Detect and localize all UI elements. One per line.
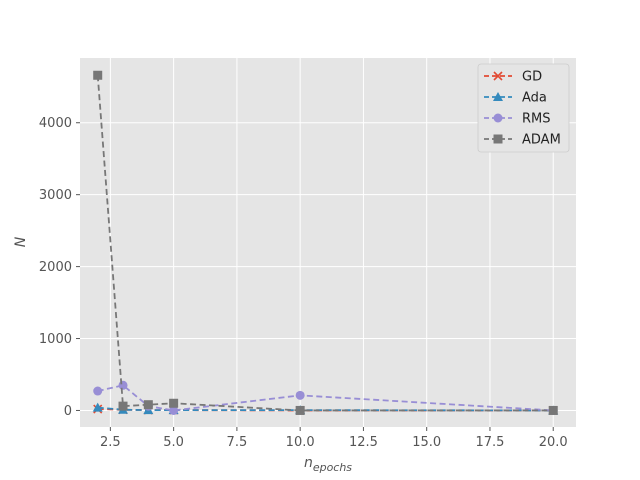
legend-label-ada: Ada	[522, 91, 547, 106]
x-tick-label: 5.0	[163, 435, 184, 450]
legend-marker-rms	[493, 113, 503, 123]
x-axis-ticks: 2.5 5.0 7.5 10.0 12.5 15.0 17.5 20.0	[100, 427, 568, 450]
data-point-adam	[93, 70, 103, 80]
legend-marker-adam	[493, 134, 503, 144]
series-line-adam	[96, 75, 554, 412]
x-tick-label: 2.5	[100, 435, 121, 450]
y-tick-label: 1000	[39, 332, 72, 347]
legend-entry-adam: ADAM	[484, 133, 561, 148]
legend-label-adam: ADAM	[522, 133, 561, 148]
series-layer	[92, 70, 559, 416]
y-tick-label: 0	[64, 404, 72, 419]
y-tick-label: 2000	[39, 260, 72, 275]
series-adam	[93, 70, 558, 415]
data-point-adam	[118, 401, 128, 411]
x-tick-label: 15.0	[412, 435, 441, 450]
y-axis-ticks: 0 1000 2000 3000 4000	[39, 116, 80, 419]
x-tick-label: 20.0	[539, 435, 568, 450]
data-point-ada	[92, 402, 103, 412]
data-point-rms	[118, 380, 128, 390]
data-point-adam	[295, 405, 305, 415]
x-tick-label: 12.5	[349, 435, 378, 450]
data-point-adam	[169, 398, 179, 408]
x-axis-label: nepochs	[304, 455, 352, 474]
data-point-adam	[548, 405, 558, 415]
x-tick-label: 10.0	[286, 435, 315, 450]
legend-entry-gd: GD	[484, 70, 542, 85]
legend-marker-ada	[493, 92, 503, 101]
x-axis-label-subscript: epochs	[313, 461, 352, 474]
legend-box	[477, 63, 570, 153]
x-tick-label: 7.5	[227, 435, 248, 450]
legend-entry-ada: Ada	[484, 91, 547, 106]
legend-marker-gd	[493, 71, 503, 81]
y-tick-label: 3000	[39, 188, 72, 203]
x-tick-label: 17.5	[475, 435, 504, 450]
y-axis-label: N	[13, 236, 29, 247]
y-tick-label: 4000	[39, 116, 72, 131]
legend-entry-rms: RMS	[484, 112, 551, 127]
data-point-adam	[143, 400, 153, 410]
legend-label-gd: GD	[522, 70, 542, 85]
data-point-rms	[93, 386, 103, 396]
legend-label-rms: RMS	[522, 112, 551, 127]
legend: GD Ada RMS ADAM	[477, 63, 570, 153]
data-point-rms	[169, 405, 179, 415]
data-point-rms	[295, 390, 305, 400]
x-axis-label-main: n	[304, 455, 313, 471]
